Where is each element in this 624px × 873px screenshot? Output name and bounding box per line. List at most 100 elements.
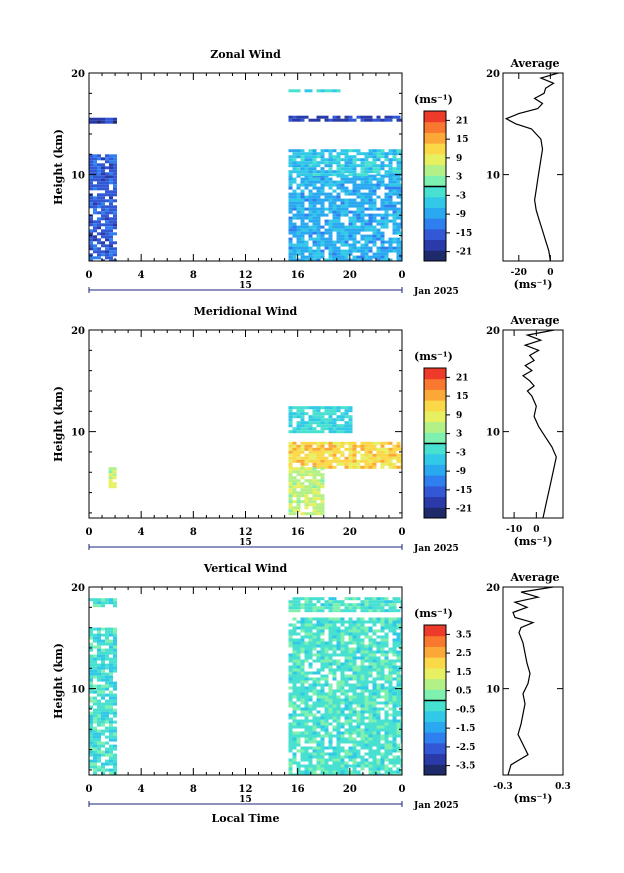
heatmap-cell bbox=[292, 650, 297, 654]
heatmap-cell bbox=[396, 240, 401, 244]
average-x-tick-label: -10 bbox=[506, 525, 522, 535]
heatmap-cell bbox=[376, 674, 381, 678]
heatmap-cell bbox=[101, 214, 105, 218]
heatmap-cell bbox=[356, 740, 361, 744]
heatmap-cell bbox=[300, 243, 305, 247]
heatmap-cell bbox=[348, 219, 353, 223]
heatmap-cell bbox=[328, 764, 333, 768]
heatmap-cell bbox=[336, 686, 341, 690]
heatmap-cell bbox=[332, 659, 337, 663]
heatmap-cell bbox=[292, 189, 297, 193]
heatmap-cell bbox=[388, 659, 393, 663]
heatmap-cell bbox=[372, 668, 377, 672]
heatmap-cell bbox=[340, 118, 345, 122]
heatmap-cell bbox=[368, 240, 373, 244]
heatmap-cell bbox=[384, 118, 389, 122]
heatmap-cell bbox=[392, 629, 397, 633]
heatmap-cell bbox=[348, 252, 353, 256]
heatmap-cell bbox=[332, 118, 337, 122]
heatmap-cell bbox=[368, 659, 373, 663]
heatmap-cell bbox=[360, 710, 365, 714]
heatmap-cell bbox=[312, 258, 317, 261]
heatmap-cell bbox=[372, 441, 377, 445]
heatmap-cell bbox=[300, 427, 305, 431]
heatmap-cell bbox=[368, 749, 373, 753]
heatmap-cell bbox=[113, 765, 117, 769]
heatmap-cell bbox=[292, 158, 297, 162]
heatmap-cell bbox=[344, 683, 349, 687]
heatmap-cell bbox=[376, 246, 381, 250]
heatmap-cell bbox=[97, 720, 101, 724]
heatmap-cell bbox=[336, 255, 341, 259]
heatmap-cell bbox=[300, 701, 305, 705]
heatmap-cell bbox=[348, 713, 353, 717]
heatmap-cell bbox=[356, 671, 361, 675]
heatmap-cell bbox=[340, 444, 345, 448]
heatmap-cell bbox=[292, 485, 297, 489]
heatmap-cell bbox=[368, 644, 373, 648]
heatmap-cell bbox=[320, 473, 325, 477]
heatmap-cell bbox=[97, 178, 101, 182]
heatmap-cell bbox=[376, 764, 381, 768]
heatmap-cell bbox=[372, 731, 377, 735]
heatmap-cell bbox=[344, 680, 349, 684]
heatmap-cell bbox=[288, 740, 293, 744]
heatmap-cell bbox=[360, 180, 365, 184]
heatmap-cell bbox=[384, 201, 389, 205]
heatmap-cell bbox=[352, 609, 357, 613]
heatmap-cell bbox=[352, 755, 357, 759]
heatmap-cell bbox=[352, 692, 357, 696]
heatmap-cell bbox=[324, 465, 329, 469]
heatmap-cell bbox=[368, 441, 373, 445]
heatmap-cell bbox=[288, 716, 293, 720]
heatmap-cell bbox=[97, 756, 101, 760]
heatmap-cell bbox=[348, 632, 353, 636]
heatmap-cell bbox=[109, 627, 113, 631]
heatmap-cell bbox=[296, 473, 301, 477]
heatmap-cell bbox=[384, 447, 389, 451]
heatmap-cell bbox=[288, 674, 293, 678]
heatmap-cell bbox=[109, 672, 113, 676]
heatmap-cell bbox=[308, 600, 313, 604]
y-axis-label: Height (km) bbox=[52, 643, 65, 719]
heatmap-cell bbox=[296, 509, 301, 513]
heatmap-cell bbox=[360, 620, 365, 624]
heatmap-cell bbox=[364, 665, 369, 669]
heatmap-cell bbox=[316, 173, 321, 177]
heatmap-cell bbox=[392, 740, 397, 744]
heatmap-cell bbox=[356, 698, 361, 702]
heatmap-cell bbox=[308, 695, 313, 699]
heatmap-cell bbox=[328, 707, 333, 711]
heatmap-cell bbox=[300, 170, 305, 174]
heatmap-cell bbox=[316, 600, 321, 604]
heatmap-cell bbox=[312, 713, 317, 717]
heatmap-cell bbox=[332, 632, 337, 636]
heatmap-cell bbox=[109, 193, 113, 197]
heatmap-cell bbox=[328, 180, 333, 184]
heatmap-cell bbox=[288, 632, 293, 636]
heatmap-cell bbox=[400, 638, 402, 642]
heatmap-cell bbox=[93, 771, 97, 775]
heatmap-cell bbox=[332, 255, 337, 259]
heatmap-cell bbox=[109, 669, 113, 673]
heatmap-cell bbox=[304, 89, 309, 93]
heatmap-cell bbox=[89, 169, 93, 173]
heatmap-cell bbox=[348, 638, 353, 642]
heatmap-cell bbox=[400, 255, 402, 259]
heatmap-cell bbox=[396, 653, 401, 657]
heatmap-cell bbox=[308, 683, 313, 687]
heatmap-cell bbox=[380, 758, 385, 762]
heatmap-cell bbox=[348, 459, 353, 463]
heatmap-cell bbox=[352, 258, 357, 261]
heatmap-cell bbox=[312, 237, 317, 241]
heatmap-cell bbox=[336, 170, 341, 174]
heatmap-cell bbox=[93, 690, 97, 694]
heatmap-cell bbox=[105, 235, 109, 239]
heatmap-cell bbox=[105, 238, 109, 242]
heatmap-cell bbox=[308, 497, 313, 501]
heatmap-cell bbox=[344, 430, 349, 434]
heatmap-cell bbox=[296, 761, 301, 765]
heatmap-cell bbox=[308, 656, 313, 660]
heatmap-cell bbox=[364, 158, 369, 162]
heatmap-cell bbox=[324, 662, 329, 666]
